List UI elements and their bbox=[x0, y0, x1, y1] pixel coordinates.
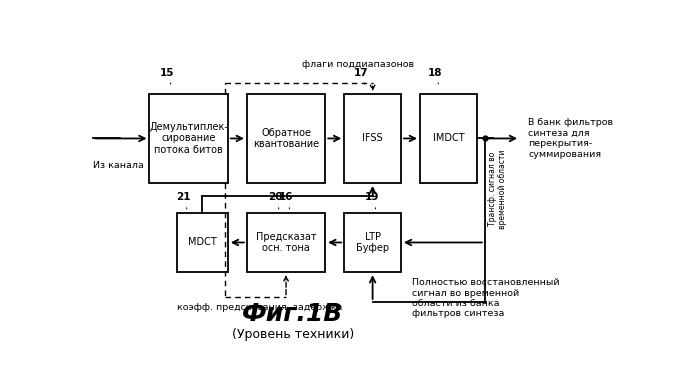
Bar bbox=[344, 213, 401, 272]
Bar bbox=[344, 94, 401, 183]
Text: 21: 21 bbox=[177, 192, 191, 202]
Text: 15: 15 bbox=[160, 68, 174, 78]
Bar bbox=[149, 94, 228, 183]
Text: Полностью восстановленный
сигнал во временной
области из банка
фильтров синтеза: Полностью восстановленный сигнал во врем… bbox=[412, 278, 559, 318]
Text: LTP
Буфер: LTP Буфер bbox=[356, 232, 389, 253]
Text: В банк фильтров
синтеза для
перекрытия-
суммирования: В банк фильтров синтеза для перекрытия- … bbox=[528, 119, 614, 159]
Bar bbox=[177, 213, 228, 272]
Text: 19: 19 bbox=[365, 192, 380, 202]
Text: 20: 20 bbox=[268, 192, 283, 202]
Text: MDCT: MDCT bbox=[188, 237, 216, 247]
Text: 17: 17 bbox=[354, 68, 369, 78]
Text: Из канала: Из канала bbox=[93, 161, 144, 170]
Text: (Уровень техники): (Уровень техники) bbox=[232, 328, 354, 341]
Text: Фиг.1В: Фиг.1В bbox=[242, 302, 343, 326]
Bar bbox=[247, 94, 325, 183]
Text: IFSS: IFSS bbox=[362, 134, 383, 144]
Text: Обратное
квантование: Обратное квантование bbox=[253, 128, 319, 149]
Text: Демультиплек-
сирование
потока битов: Демультиплек- сирование потока битов bbox=[149, 122, 228, 155]
Bar bbox=[247, 213, 325, 272]
Bar bbox=[420, 94, 477, 183]
Text: коэфф. предсказания, задержка: коэфф. предсказания, задержка bbox=[177, 303, 342, 312]
Text: 16: 16 bbox=[279, 192, 294, 202]
Text: Предсказат
осн. тона: Предсказат осн. тона bbox=[255, 232, 316, 253]
Text: IMDCT: IMDCT bbox=[433, 134, 464, 144]
Text: 18: 18 bbox=[428, 68, 443, 78]
Text: Трансф. сигнал во
временной области: Трансф. сигнал во временной области bbox=[487, 149, 507, 229]
Text: флаги поддиапазонов: флаги поддиапазонов bbox=[302, 59, 414, 69]
